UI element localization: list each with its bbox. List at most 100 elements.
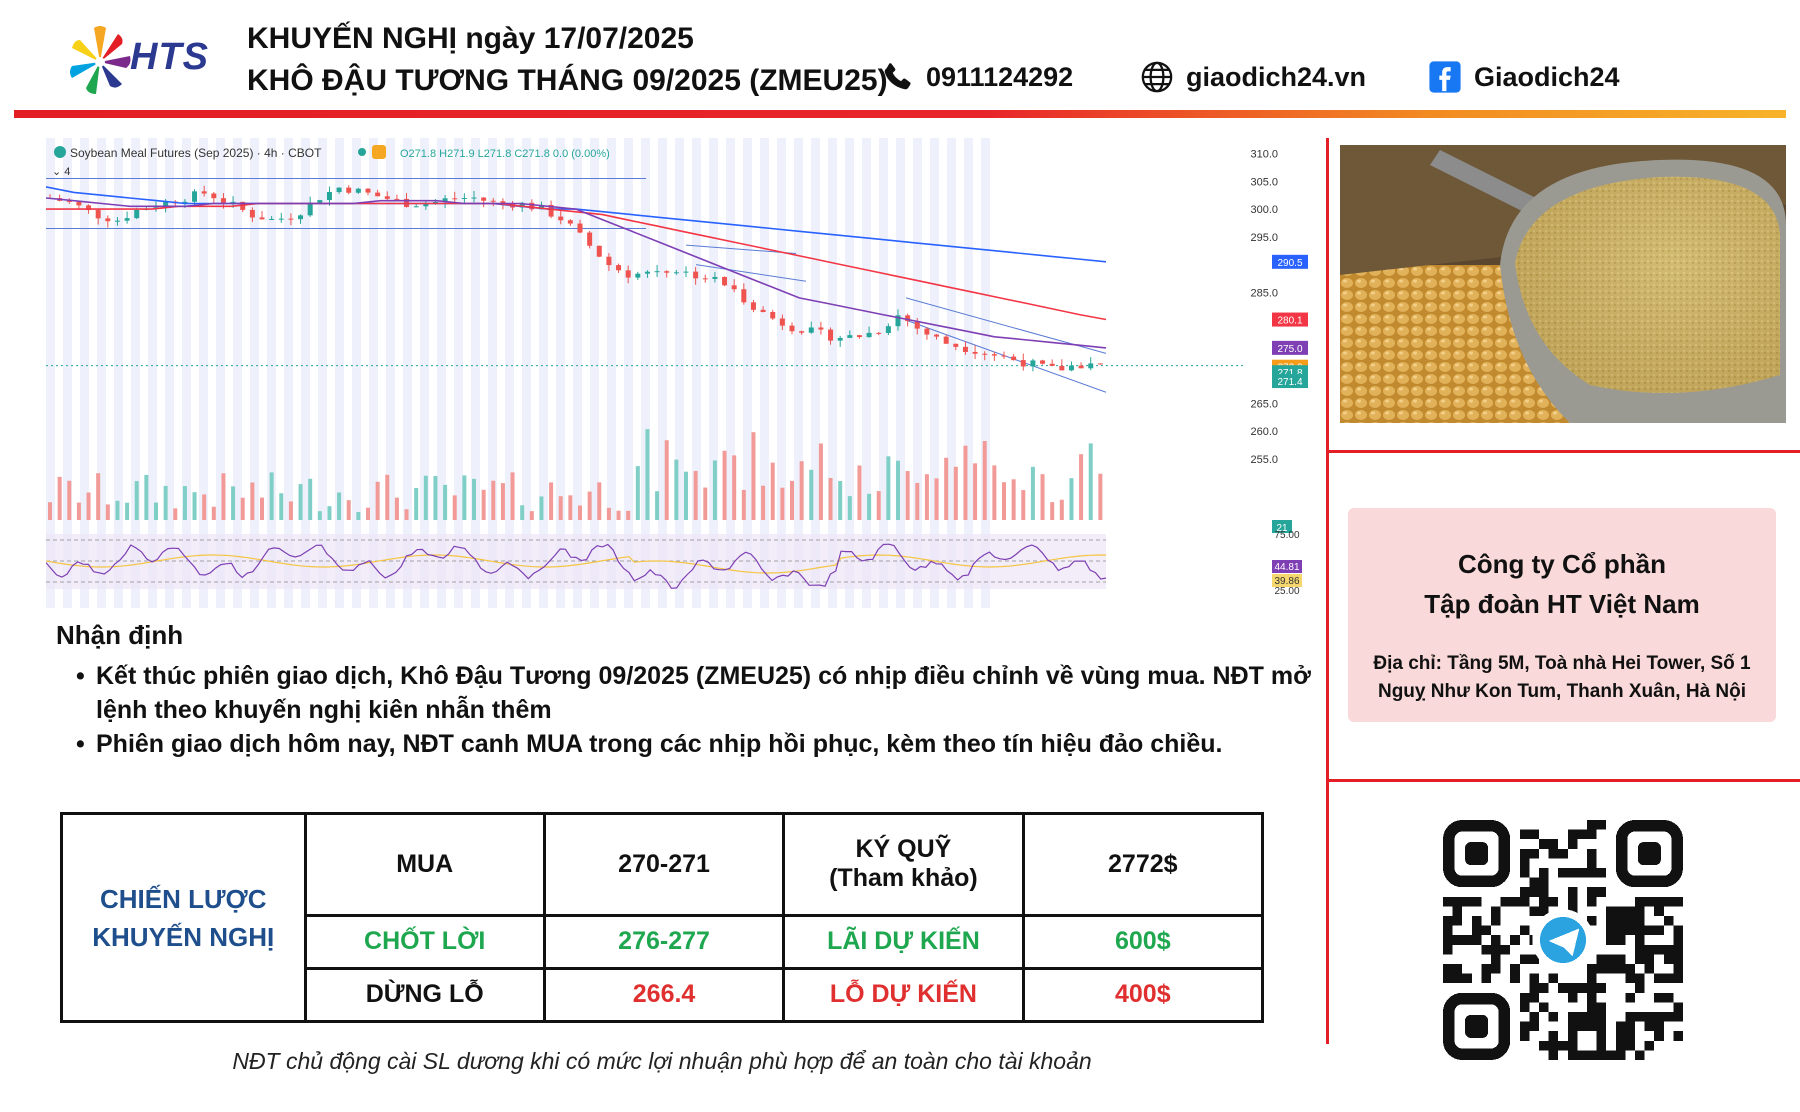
qr-code[interactable]	[1443, 820, 1683, 1060]
qr-module	[1606, 964, 1616, 974]
volume-bar	[375, 481, 380, 520]
qr-module	[1635, 896, 1645, 907]
qr-module	[1452, 906, 1463, 916]
qr-module	[1625, 1021, 1635, 1032]
volume-bar	[67, 480, 72, 520]
bg-stripe	[590, 138, 599, 608]
volume-bar	[173, 508, 178, 520]
qr-module	[1510, 964, 1520, 974]
take-profit-label: CHỐT LỜI	[303, 913, 546, 970]
volume-bar	[597, 482, 602, 520]
qr-module	[1596, 868, 1607, 878]
phone-number: 0911124292	[926, 61, 1074, 92]
qr-module	[1587, 1012, 1597, 1022]
y-tick-label: 300.0	[1250, 204, 1278, 216]
bg-stripe	[743, 138, 752, 608]
volume-bar	[944, 457, 949, 520]
volume-label: 21	[1276, 523, 1288, 534]
bg-stripe	[862, 138, 871, 608]
take-profit-range: 276-277	[542, 913, 786, 970]
qr-module	[1625, 1040, 1635, 1051]
qr-module	[1587, 829, 1597, 840]
qr-module	[1663, 896, 1674, 907]
volume-bar	[1088, 443, 1093, 520]
bg-stripe	[301, 138, 310, 608]
volume-bar	[346, 500, 351, 520]
qr-module	[1635, 925, 1645, 936]
qr-module	[1673, 973, 1683, 984]
qr-module	[1587, 964, 1597, 974]
bg-stripe	[709, 138, 718, 608]
qr-module	[1558, 868, 1568, 878]
qr-module	[1443, 935, 1453, 945]
candle-body	[163, 201, 169, 208]
qr-module	[1567, 829, 1578, 840]
logo-text: HTS	[130, 36, 209, 78]
volume-bar	[1040, 474, 1045, 520]
qr-module	[1654, 992, 1664, 1003]
volume-bar	[799, 461, 804, 520]
volume-bar	[712, 460, 717, 520]
phone-contact[interactable]: 0911124292	[880, 60, 1073, 94]
volume-bar	[780, 487, 785, 520]
price-label-box	[1272, 254, 1308, 269]
qr-module	[1587, 820, 1597, 830]
qr-module	[1625, 1012, 1635, 1022]
rsi-band	[46, 534, 1106, 589]
table-row: CHIẾN LƯỢC KHUYẾN NGHỊ MUA 270-271 KÝ QU…	[60, 812, 1265, 1023]
candle-body	[519, 202, 525, 208]
candle-body	[384, 196, 390, 199]
qr-module	[1567, 1021, 1578, 1032]
qr-module	[1673, 1031, 1683, 1041]
qr-module	[1443, 916, 1453, 926]
volume-bar	[982, 440, 987, 520]
qr-module	[1500, 896, 1511, 907]
candle-body	[789, 325, 795, 332]
volume-bar	[462, 475, 467, 520]
volume-bar	[298, 484, 303, 520]
qr-module	[1567, 983, 1578, 993]
bg-stripe	[964, 138, 973, 608]
volume-bar	[48, 502, 52, 520]
candle-body	[876, 332, 882, 334]
qr-module	[1539, 896, 1549, 907]
website-link[interactable]: giaodich24.vn	[1140, 60, 1366, 94]
bg-stripe	[573, 138, 582, 608]
facebook-link[interactable]: Giaodich24	[1428, 60, 1620, 94]
bg-stripe	[607, 138, 616, 608]
candle-body	[1078, 365, 1084, 369]
volume-bar	[260, 497, 264, 520]
y-tick-label: 310.0	[1250, 149, 1278, 161]
volume-bar	[134, 481, 139, 520]
bg-stripe	[539, 138, 548, 608]
volume-bar	[867, 493, 872, 520]
bg-stripe	[403, 138, 412, 608]
qr-module	[1481, 964, 1491, 974]
qr-module	[1596, 954, 1607, 964]
indicator-toggle[interactable]: ⌄ 4	[52, 166, 70, 178]
candle-body	[452, 198, 458, 200]
qr-module	[1577, 868, 1587, 878]
qr-module	[1644, 925, 1655, 936]
candle-body	[548, 204, 554, 217]
bg-stripe	[947, 138, 956, 608]
volume-bar	[279, 493, 284, 520]
trend-channel-line	[695, 264, 807, 282]
candle-body	[625, 270, 631, 278]
candle-body	[943, 336, 949, 344]
candle-body	[307, 202, 313, 216]
qr-module	[1654, 906, 1664, 916]
qr-module	[1615, 925, 1626, 936]
margin-label-line1: KÝ QUỸ	[855, 835, 952, 864]
bg-stripe	[675, 138, 684, 608]
qr-module	[1567, 839, 1578, 849]
qr-module	[1558, 983, 1568, 993]
qr-module	[1615, 964, 1626, 974]
bg-stripe	[845, 138, 854, 608]
qr-module	[1491, 954, 1501, 964]
qr-module	[1510, 935, 1520, 945]
volume-bar	[549, 482, 554, 520]
volume-bar	[973, 463, 978, 520]
candle-body	[114, 220, 120, 222]
qr-module	[1615, 916, 1626, 926]
